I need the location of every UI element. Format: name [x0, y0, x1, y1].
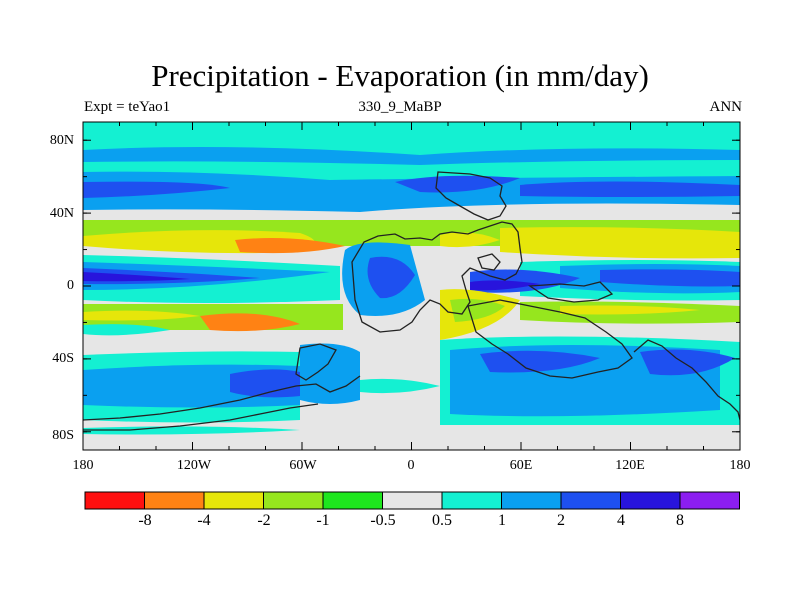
colorbar-label: 8: [676, 512, 684, 529]
colorbar-swatch: [620, 491, 681, 510]
colorbar-swatch: [263, 491, 324, 510]
colorbar-label: -8: [138, 512, 152, 529]
map-field: [83, 122, 740, 450]
colorbar-swatch: [382, 491, 443, 510]
coastlines: [83, 171, 740, 431]
colorbar-swatch: [144, 491, 205, 510]
colorbar-label: -4: [197, 512, 211, 529]
lat-tick-label: 80S: [52, 428, 74, 443]
axis-ticks: [82, 122, 741, 450]
period-label: 330_9_MaBP: [358, 99, 442, 115]
experiment-label: Expt = teYao1: [84, 99, 171, 115]
season-label: ANN: [709, 99, 743, 115]
colorbar-swatch: [84, 491, 145, 510]
colorbar-swatch: [679, 491, 740, 510]
colorbar-label: -2: [257, 512, 271, 529]
chart-title: Precipitation - Evaporation (in mm/day): [151, 58, 649, 93]
colorbar-label: 0.5: [432, 512, 452, 529]
lat-tick-label: 80N: [49, 133, 74, 148]
colorbar-swatch: [560, 491, 621, 510]
colorbar-label: 4: [617, 512, 625, 529]
lon-tick-label: 180: [72, 458, 94, 473]
lon-tick-label: 60W: [289, 458, 317, 473]
colorbar-swatch: [441, 491, 502, 510]
colorbar-label: -0.5: [370, 512, 396, 529]
lat-tick-label: 0: [67, 278, 74, 293]
colorbar-label: 1: [498, 512, 506, 529]
colorbar-label: 2: [557, 512, 565, 529]
colorbar-label: -1: [316, 512, 330, 529]
colorbar-swatch: [501, 491, 562, 510]
lon-tick-label: 120W: [176, 458, 212, 473]
colorbar-swatch: [203, 491, 264, 510]
colorbar: [84, 491, 740, 510]
lon-tick-label: 0: [407, 458, 415, 473]
lat-tick-label: 40S: [52, 351, 74, 366]
lon-tick-label: 60E: [509, 458, 533, 473]
lon-tick-label: 120E: [615, 458, 645, 473]
lon-tick-label: 180: [729, 458, 751, 473]
colorbar-swatch: [322, 491, 383, 510]
lat-tick-label: 40N: [49, 206, 74, 221]
